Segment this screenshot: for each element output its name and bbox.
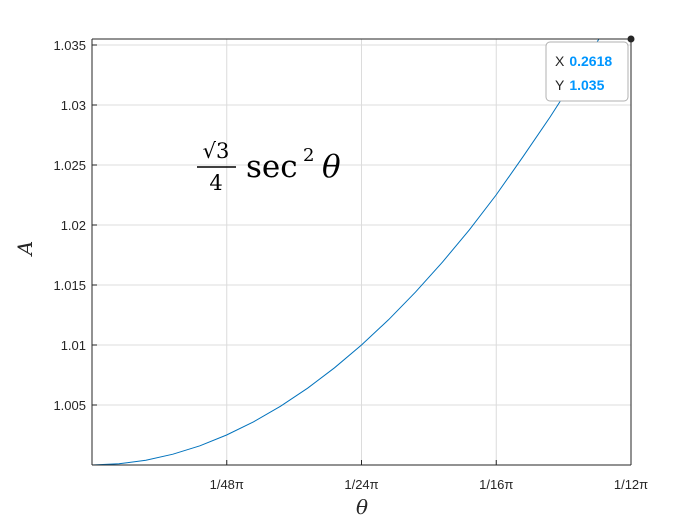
datatip-x-value: 0.2618	[569, 53, 612, 69]
formula-function: sec	[246, 149, 298, 185]
formula-power: 2	[303, 145, 314, 166]
x-tick-label: 1/12π	[614, 477, 648, 492]
y-tick-label: 1.015	[53, 278, 86, 293]
y-tick-label: 1.01	[61, 338, 86, 353]
x-tick-label: 1/16π	[479, 477, 513, 492]
formula-annotation: √3 4 sec 2 θ	[197, 139, 341, 195]
x-tick-label: 1/48π	[210, 477, 244, 492]
datatip-x-label: X	[555, 53, 565, 69]
datatip-y-row: Y 1.035	[555, 77, 605, 93]
formula-variable: θ	[322, 149, 341, 185]
datatip-marker[interactable]	[627, 35, 635, 43]
ticks: 1/48π 1/24π 1/16π 1/12π 1.005 1.01 1.015 1.02 1.…	[53, 38, 648, 492]
y-tick-label: 1.03	[61, 98, 86, 113]
y-tick-label: 1.005	[53, 398, 86, 413]
datatip[interactable]: X 0.2618 Y 1.035	[545, 35, 635, 102]
grid	[92, 39, 632, 465]
x-axis-label: θ	[356, 495, 368, 519]
datatip-y-label: Y	[555, 77, 565, 93]
series-layer	[92, 39, 600, 465]
formula-coef-numerator: √3	[203, 139, 230, 163]
y-tick-label: 1.025	[53, 158, 86, 173]
x-tick-label: 1/24π	[344, 477, 378, 492]
y-tick-label: 1.035	[53, 38, 86, 53]
y-axis-label: A	[13, 241, 37, 257]
datatip-y-value: 1.035	[569, 77, 604, 93]
formula-coef-denominator: 4	[209, 171, 222, 195]
datatip-box[interactable]	[545, 41, 629, 102]
datatip-x-row: X 0.2618	[555, 53, 612, 69]
y-tick-label: 1.02	[61, 218, 86, 233]
series-line	[92, 39, 600, 465]
